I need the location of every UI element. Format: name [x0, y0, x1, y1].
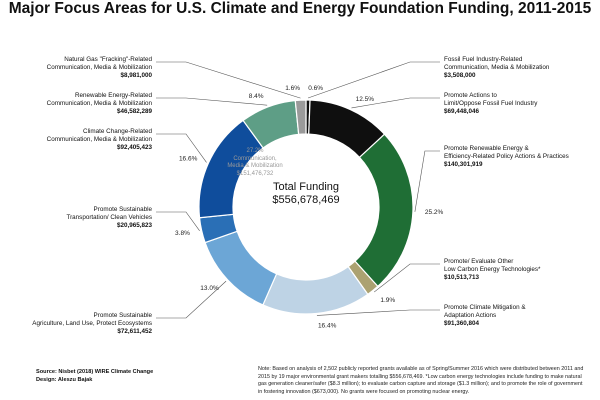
inner-pct: 27.2% — [246, 148, 264, 154]
pct-label-promote-sustainable-transportation-clean: 3.8% — [175, 230, 190, 237]
category-label-natural-gas-fracking-related-communicati: Natural Gas "Fracking"-Related Communicat… — [47, 56, 152, 80]
slice-promote-sustainable-agriculture-land-use — [204, 230, 278, 306]
category-amount: $69,448,046 — [444, 108, 480, 115]
category-amount: $46,582,289 — [116, 108, 152, 115]
category-caption: Low Carbon Energy Technologies* — [444, 266, 541, 273]
pct-label-fossil-fuel-industry-related-communicati: 0.6% — [308, 85, 323, 92]
category-label-climate-change-related-communication-med: Climate Change-Related Communication, Med… — [47, 128, 152, 152]
category-caption: Renewable Energy-Related — [74, 92, 152, 99]
leader-promote-renewable-energy-efficiency-rela — [414, 150, 440, 212]
leader-promote-climate-mitigation-adaptation-ac — [316, 309, 440, 316]
category-label-fossil-fuel-industry-related-communicati: Fossil Fuel Industry-Related Communicatio… — [444, 56, 549, 80]
category-caption: Communication, Media & Mobilization — [444, 64, 550, 71]
source-text: Source: Nisbet (2018) WIRE Climate Chang… — [36, 369, 154, 375]
category-label-promote-climate-mitigation-adaptation-ac: Promote Climate Mitigation & Adaptation A… — [444, 304, 526, 328]
category-caption: Promote Sustainable — [93, 206, 152, 213]
inner-line-1: Communication, — [233, 155, 277, 162]
category-caption: Efficiency-Related Policy Actions & Prac… — [444, 153, 569, 160]
category-caption: Adaptation Actions — [444, 312, 497, 319]
pct-label-promote-climate-mitigation-adaptation-ac: 16.4% — [318, 322, 337, 329]
leader-promote-evaluate-other-low-carbon-energy — [373, 263, 440, 293]
category-caption: Promote Actions to — [444, 92, 497, 99]
pct-label-natural-gas-fracking-related-communicati: 1.6% — [285, 85, 300, 92]
category-caption: Promote Climate Mitigation & — [444, 304, 526, 311]
category-label-promote-actions-to-limit-oppose-fossil-f: Promote Actions to Limit/Oppose Fossil Fu… — [444, 92, 537, 116]
category-caption: Natural Gas "Fracking"-Related — [64, 56, 152, 63]
leader-promote-actions-to-limit-oppose-fossil-f — [351, 97, 440, 109]
pct-label-promote-actions-to-limit-oppose-fossil-f: 12.5% — [356, 96, 375, 103]
leader-promote-sustainable-transportation-clean — [156, 211, 200, 231]
leader-natural-gas-fracking-related-communicati — [156, 61, 301, 99]
category-label-renewable-energy-related-communication-m: Renewable Energy-Related Communication, M… — [47, 92, 152, 116]
category-caption: Communication, Media & Mobilization — [46, 136, 152, 143]
note-text: Note: Based on analysis of 2,502 publicl… — [258, 366, 584, 395]
category-label-promote-evaluate-other-low-carbon-energy: Promote/ Evaluate Other Low Carbon Energy… — [444, 258, 541, 282]
pct-label-climate-change-related-communication-med: 16.6% — [179, 155, 198, 162]
category-caption: Communication, Media & Mobilization — [46, 64, 152, 71]
inner-line-2: Media & Mobilization — [227, 163, 283, 170]
source-credit: Source: Nisbet (2018) WIRE Climate Chang… — [36, 368, 153, 384]
category-amount: $10,513,713 — [444, 274, 480, 281]
donut-slices — [198, 99, 414, 315]
pct-label-promote-sustainable-agriculture-land-use: 13.0% — [200, 285, 219, 292]
design-text: Design: Aleszu Bajak — [36, 377, 93, 383]
pct-label-promote-evaluate-other-low-carbon-energy: 1.9% — [380, 297, 395, 304]
percent-labels: 0.6% 12.5% 25.2% 1.9% 16.4% 13.0% 3.8% 16.6% 8.4… — [175, 85, 443, 329]
category-caption: Fossil Fuel Industry-Related — [444, 56, 523, 63]
category-caption: Promote Renewable Energy & — [444, 145, 529, 152]
leader-lines — [156, 61, 440, 319]
category-amount: $20,965,823 — [116, 222, 152, 229]
category-amount: $92,405,423 — [116, 144, 152, 151]
leader-climate-change-related-communication-med — [156, 133, 207, 163]
inner-communication-note: 27.2% Communication, Media & Mobilizatio… — [205, 148, 305, 178]
leader-fossil-fuel-industry-related-communicati — [307, 61, 440, 99]
chart-title: Major Focus Areas for U.S. Climate and E… — [8, 0, 592, 17]
category-amount: $72,611,452 — [117, 328, 152, 335]
category-amount: $140,301,919 — [444, 161, 483, 168]
category-caption: Climate Change-Related — [83, 128, 152, 135]
category-caption: Promote/ Evaluate Other — [444, 258, 514, 265]
category-amount: $8,981,000 — [120, 72, 152, 79]
category-caption: Promote Sustainable — [93, 312, 152, 319]
total-funding: Total Funding $556,678,469 — [226, 181, 386, 207]
category-caption: Communication, Media & Mobilization — [46, 100, 152, 107]
slice-promote-renewable-energy-efficiency-rela — [354, 133, 414, 288]
category-amount: $3,508,000 — [444, 72, 476, 79]
pct-label-promote-renewable-energy-efficiency-rela: 25.2% — [425, 209, 444, 216]
pct-label-renewable-energy-related-communication-m: 8.4% — [249, 93, 264, 100]
slice-natural-gas-fracking-related-communicati — [294, 99, 307, 136]
category-caption: Agriculture, Land Use, Protect Ecosystem… — [32, 320, 152, 327]
category-caption: Transportation/ Clean Vehicles — [66, 214, 152, 221]
category-label-promote-sustainable-transportation-clean: Promote Sustainable Transportation/ Clean… — [66, 206, 152, 230]
slice-promote-climate-mitigation-adaptation-ac — [262, 265, 369, 315]
leader-renewable-energy-related-communication-m — [156, 97, 268, 106]
total-value: $556,678,469 — [272, 194, 340, 206]
category-amount: $91,360,804 — [444, 320, 480, 327]
category-label-promote-sustainable-agriculture-land-use: Promote Sustainable Agriculture, Land Use… — [32, 312, 152, 336]
category-label-promote-renewable-energy-efficiency-rela: Promote Renewable Energy & Efficiency-Rel… — [444, 145, 569, 169]
inner-line-3: $151,476,732 — [236, 170, 274, 177]
total-label: Total Funding — [272, 181, 340, 193]
category-caption: Limit/Oppose Fossil Fuel Industry — [444, 100, 538, 107]
leader-promote-sustainable-agriculture-land-use — [156, 280, 227, 319]
